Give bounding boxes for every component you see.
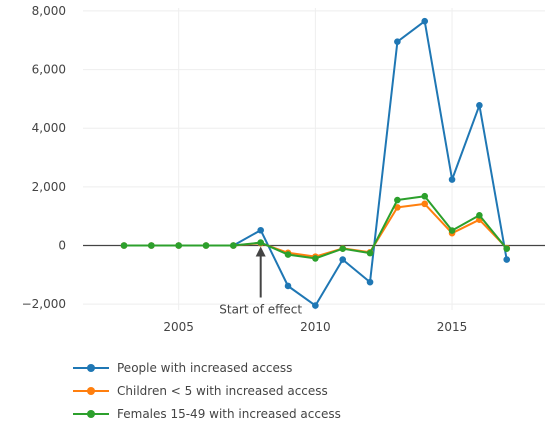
x-tick-label: 2015 [437,320,468,334]
grid-lines [83,8,545,310]
legend-swatch-people [73,363,109,373]
data-point [148,242,155,249]
legend-label-children: Children < 5 with increased access [117,383,328,398]
legend: People with increased access Children < … [73,356,377,425]
data-point [312,302,319,309]
data-point [230,242,237,249]
data-point [366,278,374,286]
x-axis-tick-labels: 2005 2010 2015 [163,320,467,334]
y-tick-label: −2,000 [22,297,66,311]
data-point [421,192,429,200]
y-tick-label: 8,000 [32,4,66,18]
data-point [394,204,401,211]
data-point [120,242,128,249]
data-point [339,245,347,253]
start-of-effect-annotation: Start of effect [219,246,302,316]
data-point [312,255,319,262]
data-point [394,196,401,204]
data-point [503,256,511,263]
legend-swatch-females [73,409,109,419]
legend-label-females: Females 15-49 with increased access [117,406,341,421]
data-point [257,226,264,234]
data-point [421,200,429,208]
data-point [284,251,292,258]
legend-label-people: People with increased access [117,360,293,375]
data-point [448,176,456,183]
series-2 [120,192,511,262]
y-tick-label: 6,000 [32,63,66,77]
legend-swatch-children [73,386,109,396]
data-point [284,282,292,290]
data-point [503,245,511,253]
data-point [476,102,483,109]
data-point [257,239,264,246]
data-point [202,242,210,249]
y-tick-label: 4,000 [32,121,66,135]
data-point [448,227,456,234]
legend-item-people[interactable]: People with increased access [73,356,377,379]
data-point [394,38,401,46]
y-axis-tick-labels: −2,000 0 2,000 4,000 6,000 8,000 [22,4,66,311]
data-point [476,211,483,219]
data-point [339,256,347,263]
x-tick-label: 2010 [300,320,331,334]
annotation-arrow-head [255,246,266,257]
data-point [175,242,182,249]
legend-item-children[interactable]: Children < 5 with increased access [73,379,377,402]
annotation-label: Start of effect [219,302,302,316]
data-point [366,249,374,257]
y-tick-label: 2,000 [32,180,66,194]
x-tick-label: 2005 [163,320,194,334]
y-tick-label: 0 [58,238,66,252]
series-layer [120,17,511,309]
data-point [421,17,429,25]
legend-item-females[interactable]: Females 15-49 with increased access [73,402,377,425]
